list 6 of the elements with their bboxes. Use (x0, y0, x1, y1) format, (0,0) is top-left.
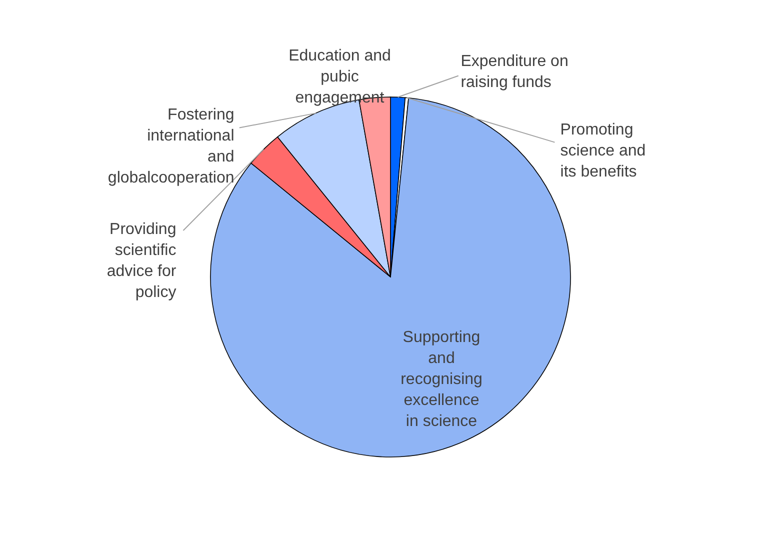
slice-label: Education and pubic engagement (288, 47, 391, 106)
slice-label: Fostering international and globalcooperation (108, 106, 234, 187)
slice-label: Promoting science and its benefits (560, 122, 646, 181)
slice-label: Providing scientific advice for policy (106, 220, 177, 301)
slice-label: Expenditure on raising funds (460, 52, 568, 91)
slice-label: Supporting and recognising excellence in science (400, 328, 482, 430)
